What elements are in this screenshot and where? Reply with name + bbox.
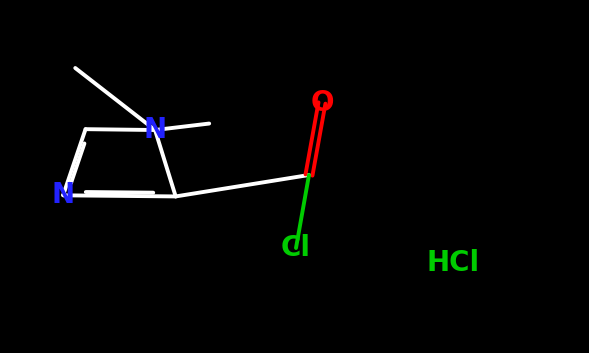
Text: N: N [144,116,167,144]
Text: HCl: HCl [426,249,479,277]
Text: N: N [52,181,75,209]
Text: Cl: Cl [281,234,311,262]
Text: O: O [310,89,334,117]
